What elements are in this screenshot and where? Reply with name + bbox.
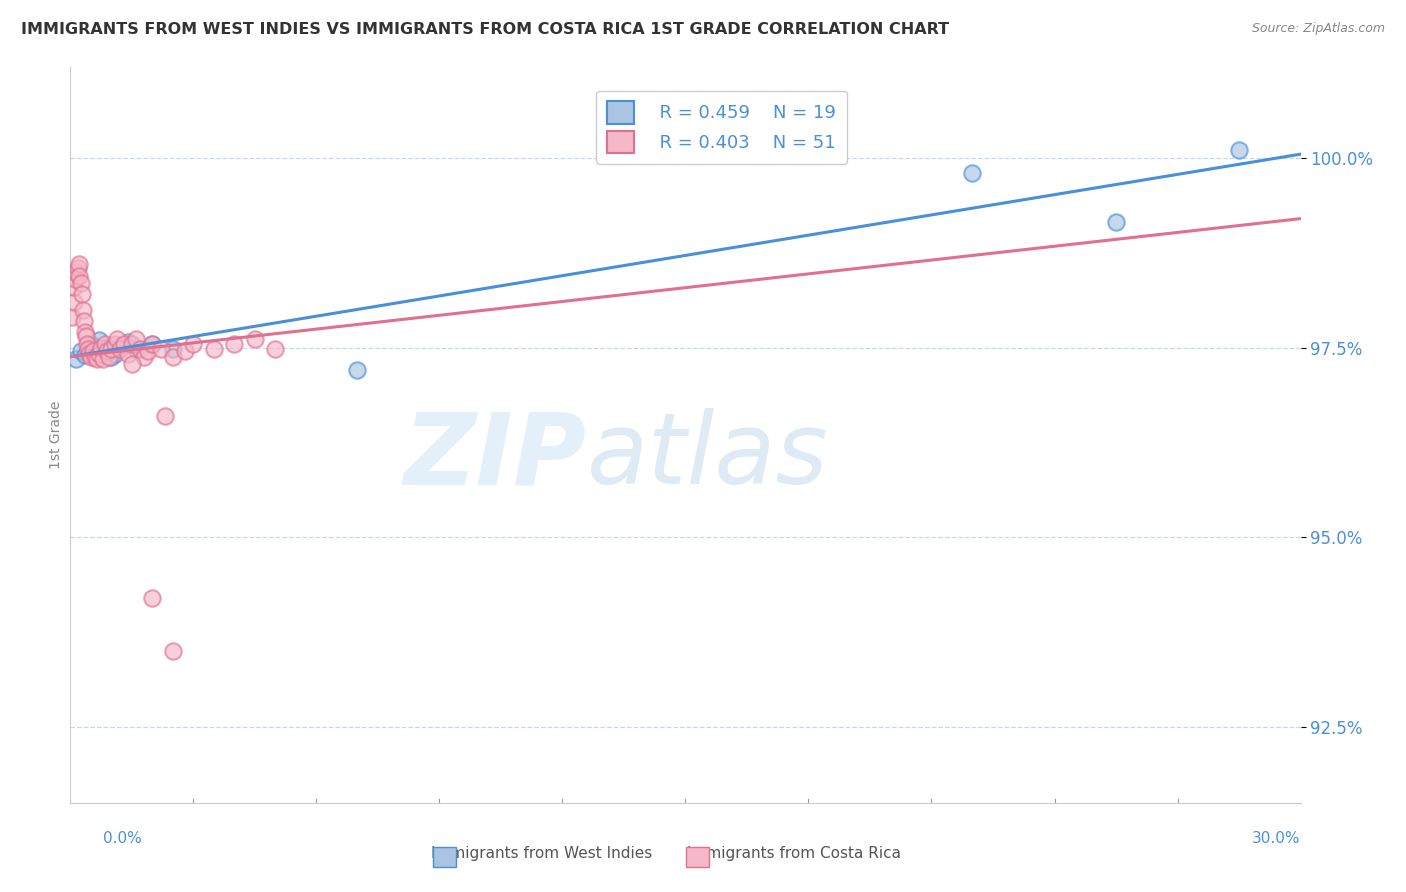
Point	[141, 591, 163, 605]
Point	[149, 342, 172, 356]
Point	[96, 344, 118, 359]
Text: 30.0%: 30.0%	[1253, 831, 1301, 846]
Point	[72, 302, 94, 317]
Point	[94, 336, 117, 351]
Point	[86, 351, 108, 366]
Point	[224, 336, 246, 351]
Point	[108, 339, 131, 353]
Point	[91, 344, 114, 359]
Point	[69, 344, 91, 359]
Point	[90, 341, 112, 355]
Point	[174, 344, 197, 359]
Point	[136, 344, 159, 359]
Point	[73, 314, 96, 328]
Point	[108, 342, 131, 356]
Point	[62, 295, 84, 310]
Point	[87, 346, 110, 360]
Point	[67, 257, 90, 271]
Point	[162, 350, 184, 364]
Point	[91, 351, 114, 366]
Point	[80, 350, 103, 364]
Point	[104, 346, 127, 360]
Y-axis label: 1st Grade: 1st Grade	[49, 401, 63, 469]
Point	[107, 331, 129, 345]
Point	[82, 344, 104, 359]
Point	[65, 351, 87, 366]
Point	[75, 329, 97, 343]
Point	[67, 268, 90, 283]
Text: 0.0%: 0.0%	[103, 831, 142, 846]
Point	[70, 287, 93, 301]
Point	[76, 342, 98, 356]
Legend:   R = 0.459    N = 19,   R = 0.403    N = 51: R = 0.459 N = 19, R = 0.403 N = 51	[596, 91, 846, 163]
Point	[346, 363, 368, 377]
Point	[98, 350, 121, 364]
Point	[65, 272, 87, 286]
Text: Immigrants from Costa Rica: Immigrants from Costa Rica	[688, 847, 901, 861]
Point	[153, 409, 176, 423]
Point	[65, 265, 87, 279]
Point	[162, 644, 184, 658]
Point	[104, 336, 127, 351]
Point	[66, 260, 89, 275]
Point	[76, 336, 98, 351]
Point	[121, 336, 143, 351]
Point	[264, 342, 287, 356]
Point	[77, 346, 100, 360]
Point	[80, 336, 103, 351]
Point	[100, 342, 122, 356]
Point	[202, 342, 225, 356]
Point	[73, 348, 96, 362]
Point	[141, 336, 163, 351]
Point	[117, 346, 139, 360]
Point	[84, 341, 107, 355]
Point	[183, 336, 205, 351]
Point	[1227, 144, 1250, 158]
Point	[117, 334, 139, 349]
Point	[141, 336, 163, 351]
Point	[1105, 215, 1128, 229]
Text: IMMIGRANTS FROM WEST INDIES VS IMMIGRANTS FROM COSTA RICA 1ST GRADE CORRELATION : IMMIGRANTS FROM WEST INDIES VS IMMIGRANT…	[21, 22, 949, 37]
Point	[100, 350, 122, 364]
Point	[60, 310, 83, 325]
Point	[87, 333, 110, 347]
Text: Immigrants from West Indies: Immigrants from West Indies	[430, 847, 652, 861]
Point	[84, 350, 107, 364]
Text: atlas: atlas	[586, 409, 828, 506]
Point	[162, 342, 184, 356]
Point	[69, 276, 91, 290]
Point	[73, 326, 96, 340]
Point	[63, 280, 86, 294]
Point	[243, 331, 266, 345]
Point	[112, 336, 135, 351]
Point	[125, 331, 148, 345]
Point	[121, 357, 143, 371]
Text: ZIP: ZIP	[404, 409, 586, 506]
Text: Source: ZipAtlas.com: Source: ZipAtlas.com	[1251, 22, 1385, 36]
Point	[962, 166, 984, 180]
Point	[129, 342, 152, 356]
Point	[132, 350, 156, 364]
Point	[96, 341, 118, 355]
Point	[125, 342, 148, 356]
